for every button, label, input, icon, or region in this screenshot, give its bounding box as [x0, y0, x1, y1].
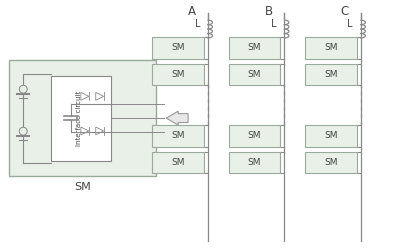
- Text: SM: SM: [324, 43, 338, 52]
- Text: SM: SM: [324, 158, 338, 167]
- Bar: [152, 64, 204, 85]
- Bar: [229, 64, 280, 85]
- Circle shape: [19, 127, 27, 135]
- Bar: [229, 125, 280, 147]
- Text: SM: SM: [75, 182, 91, 192]
- Bar: [305, 152, 357, 173]
- Text: SM: SM: [324, 70, 338, 79]
- Bar: [229, 37, 280, 59]
- Text: SM: SM: [248, 158, 261, 167]
- Bar: [152, 152, 204, 173]
- Bar: [305, 125, 357, 147]
- Text: Interface circuit: Interface circuit: [76, 90, 82, 146]
- Text: SM: SM: [248, 70, 261, 79]
- FancyArrow shape: [166, 111, 188, 125]
- Bar: [229, 152, 280, 173]
- Circle shape: [19, 85, 27, 93]
- Text: C: C: [341, 5, 349, 18]
- Text: A: A: [188, 5, 196, 18]
- Text: B: B: [265, 5, 273, 18]
- Bar: [305, 37, 357, 59]
- Text: SM: SM: [324, 131, 338, 140]
- Bar: [51, 76, 111, 161]
- Text: SM: SM: [171, 43, 185, 52]
- Bar: [152, 37, 204, 59]
- Text: L: L: [271, 19, 276, 29]
- Bar: [305, 64, 357, 85]
- Text: SM: SM: [171, 131, 185, 140]
- Text: SM: SM: [248, 131, 261, 140]
- Text: SM: SM: [171, 70, 185, 79]
- Text: L: L: [194, 19, 200, 29]
- Text: SM: SM: [248, 43, 261, 52]
- Bar: [152, 125, 204, 147]
- Text: SM: SM: [171, 158, 185, 167]
- Bar: [9, 60, 156, 176]
- Text: L: L: [347, 19, 353, 29]
